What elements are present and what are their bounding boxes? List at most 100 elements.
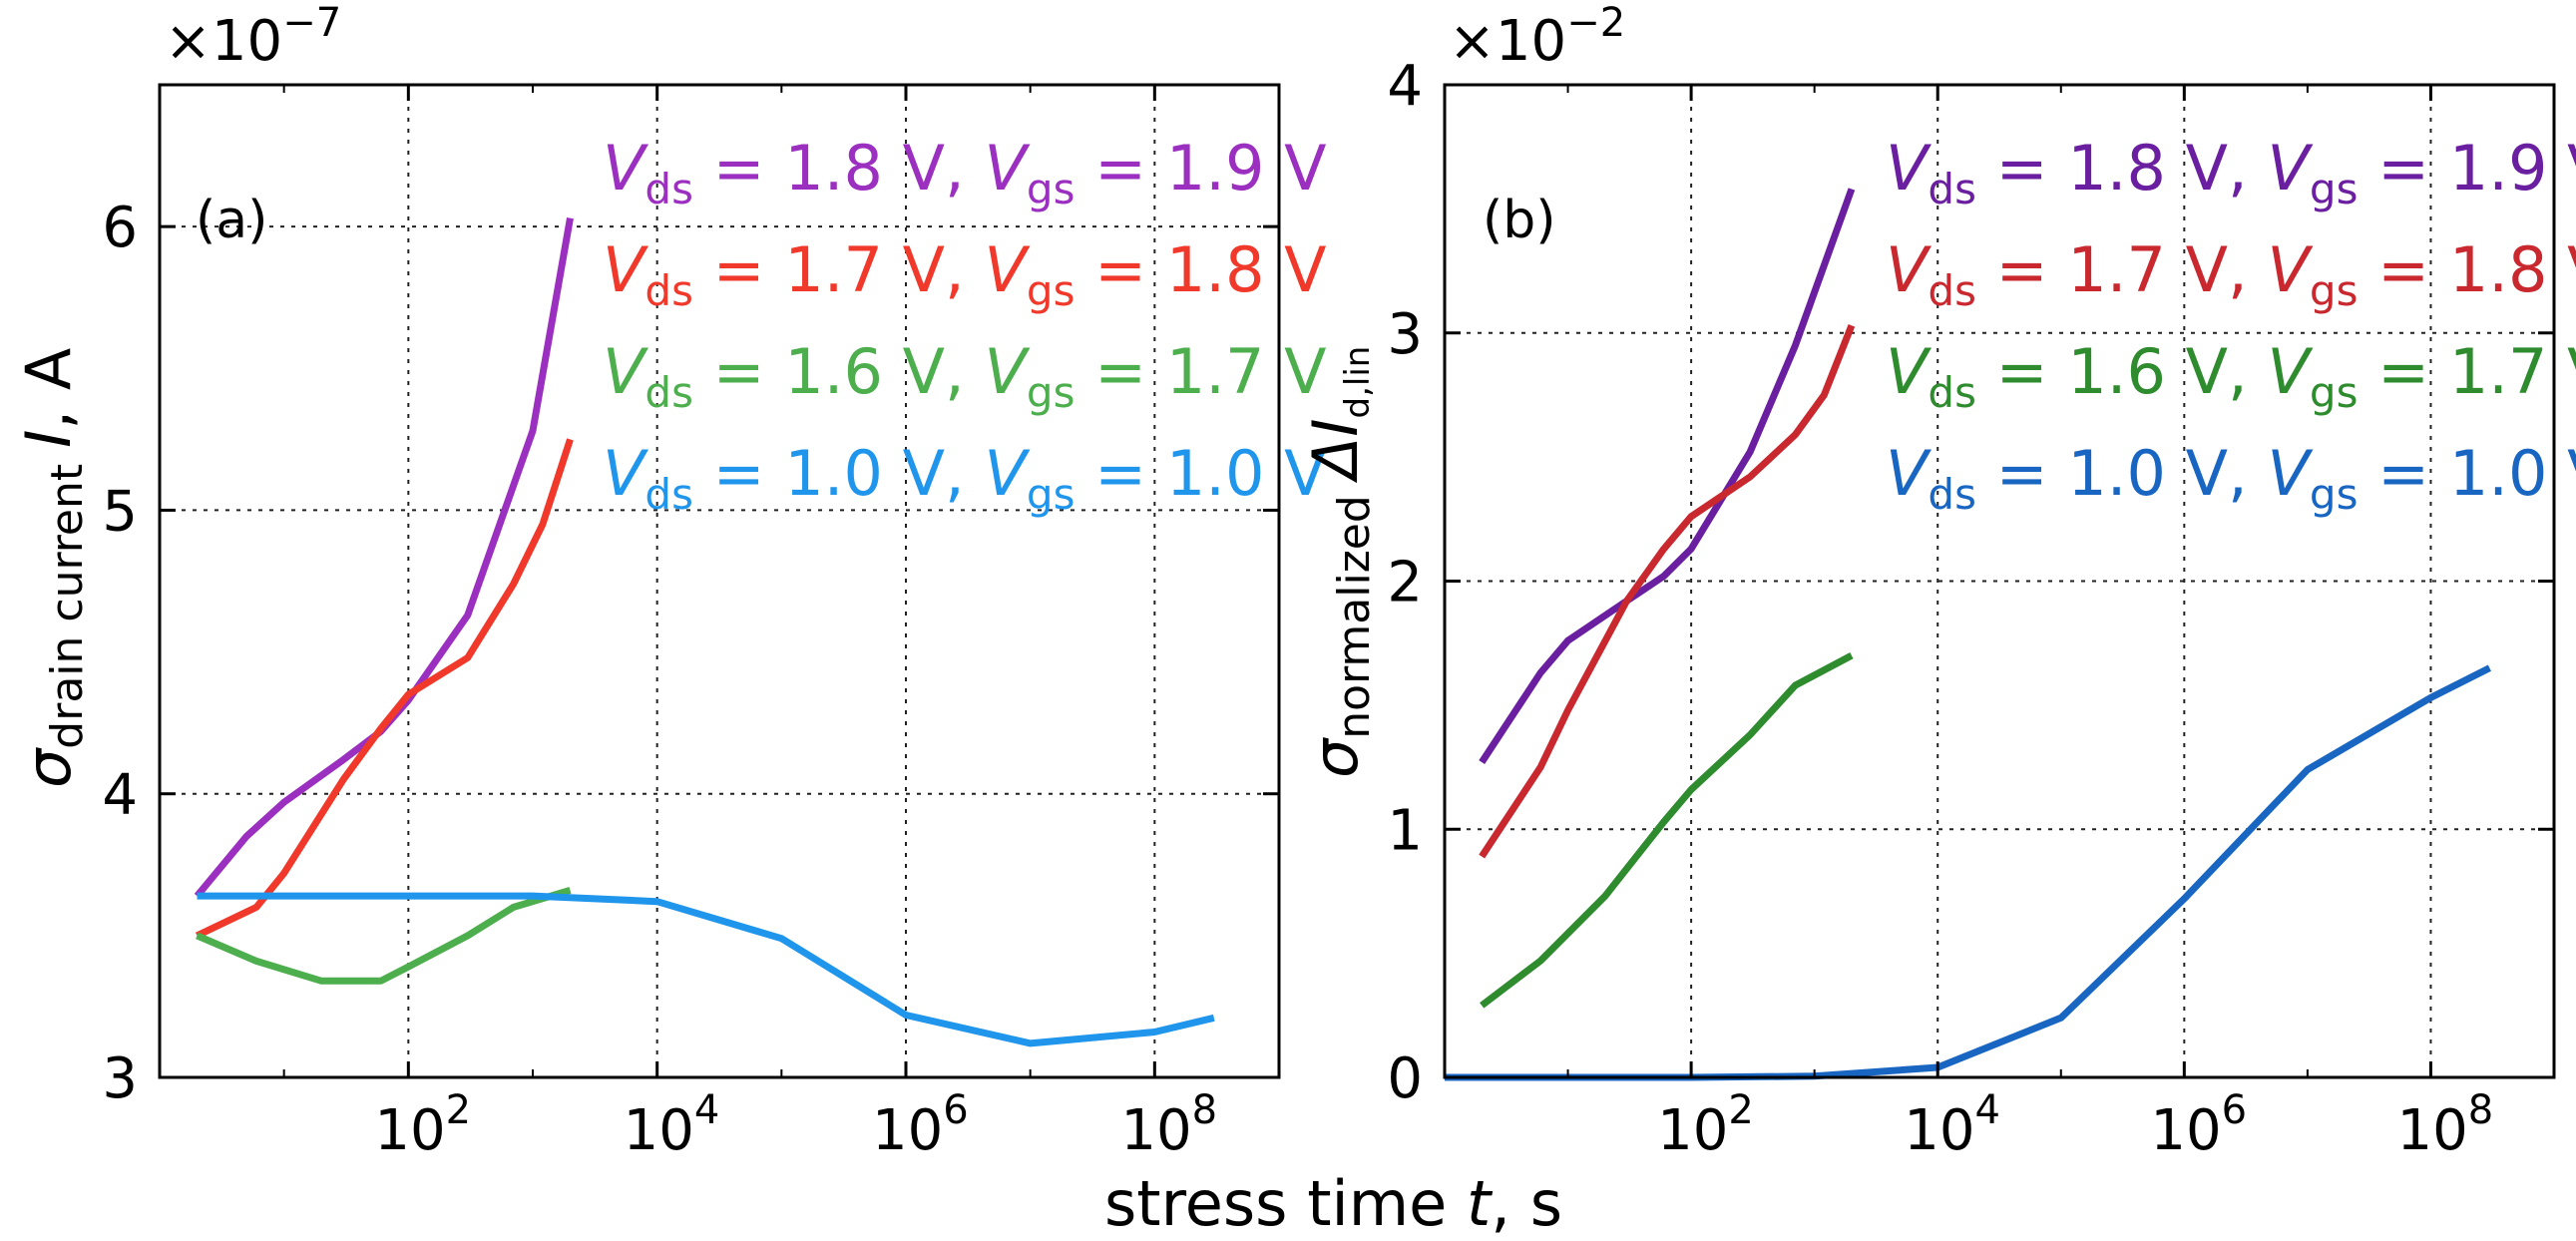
- y-axis-label-b: σnormalized ΔId,lin: [1299, 346, 1380, 778]
- legend-vds-value: = 1.7 V,: [693, 233, 985, 306]
- x-axis-label: stress time t, s: [1104, 1167, 1562, 1240]
- x-tick-base: 10: [1657, 1098, 1728, 1163]
- y-label-sub-b: normalized: [1329, 495, 1380, 739]
- legend-vgs-var: V: [2267, 335, 2314, 408]
- legend-vds-sub: ds: [1928, 165, 1976, 213]
- x-tick-base: 10: [872, 1098, 943, 1163]
- legend-vds-var: V: [1886, 437, 1932, 510]
- legend-vds-var: V: [1886, 335, 1932, 408]
- legend-vds-var: V: [1886, 233, 1932, 306]
- x-tick-label: 102: [374, 1087, 471, 1163]
- legend-vds-sub: ds: [1928, 368, 1976, 417]
- x-tick-exp: 8: [2468, 1087, 2493, 1133]
- legend-entry: Vds = 1.0 V, Vgs = 1.0 V: [603, 437, 1327, 519]
- legend-vds-sub: ds: [644, 368, 693, 417]
- x-tick-label: 106: [2150, 1087, 2247, 1163]
- legend-vgs-sub: gs: [1027, 266, 1075, 315]
- series-line-2: [195, 438, 574, 940]
- y-scale-base-b: ×10: [1449, 9, 1566, 74]
- x-label-var: t: [1467, 1167, 1494, 1240]
- legend-vgs-value: = 1.8 V: [2358, 233, 2576, 306]
- x-tick-label: 108: [2396, 1087, 2493, 1163]
- x-tick-exp: 8: [1192, 1087, 1217, 1133]
- y-tick-label: 3: [102, 1046, 138, 1111]
- legend-entry: Vds = 1.7 V, Vgs = 1.8 V: [603, 233, 1327, 315]
- legend-vds-value: = 1.8 V,: [1976, 132, 2268, 205]
- legend-vds-sub: ds: [644, 266, 693, 315]
- series-line-1: [1479, 188, 1856, 765]
- legend-vgs-sub: gs: [2310, 266, 2359, 315]
- y-tick-label: 5: [102, 479, 138, 544]
- legend-vgs-var: V: [984, 437, 1031, 510]
- legend-vgs-value: = 1.7 V: [2358, 335, 2576, 408]
- x-tick-label: 108: [1120, 1087, 1217, 1163]
- legend-vgs-value: = 1.0 V: [2358, 437, 2576, 510]
- x-tick-base: 10: [2396, 1098, 2467, 1163]
- legend-vgs-sub: gs: [1027, 470, 1075, 519]
- legend-entry: Vds = 1.8 V, Vgs = 1.9 V: [1886, 132, 2576, 213]
- legend-entry: Vds = 1.7 V, Vgs = 1.8 V: [1886, 233, 2576, 315]
- x-tick-base: 10: [1120, 1098, 1191, 1163]
- legend-vds-var: V: [603, 132, 649, 205]
- legend-vgs-sub: gs: [2310, 368, 2359, 417]
- legend-entry: Vds = 1.0 V, Vgs = 1.0 V: [1886, 437, 2576, 519]
- x-tick-base: 10: [624, 1098, 694, 1163]
- legend-vds-var: V: [603, 437, 649, 510]
- y-label-var-a: I: [12, 430, 85, 448]
- series-line-4: [197, 892, 1215, 1047]
- x-label-suffix: , s: [1491, 1167, 1562, 1240]
- frame-a: [158, 83, 1281, 1079]
- x-tick-exp: 4: [694, 1087, 719, 1133]
- x-tick-base: 10: [2150, 1098, 2221, 1163]
- y-tick-label: 1: [1387, 798, 1423, 863]
- legend-vgs-sub: gs: [1027, 368, 1075, 417]
- legend-vds-value: = 1.7 V,: [1976, 233, 2268, 306]
- legend-vds-sub: ds: [644, 470, 693, 519]
- legend-vgs-var: V: [2267, 132, 2314, 205]
- legend-vgs-sub: gs: [2310, 470, 2359, 519]
- legend-vgs-value: = 1.8 V: [1074, 233, 1326, 306]
- x-tick-exp: 4: [1974, 1087, 1999, 1133]
- legend-vgs-var: V: [2267, 437, 2314, 510]
- y-label-sub-a: drain current: [42, 464, 93, 749]
- y-label-sigma-b: σ: [1299, 737, 1372, 778]
- y-label-var-b: ΔI: [1299, 419, 1372, 484]
- legend-vds-var: V: [603, 233, 649, 306]
- y-tick-label: 2: [1387, 551, 1423, 616]
- legend-vgs-sub: gs: [2310, 165, 2359, 213]
- legend-vds-value: = 1.0 V,: [1976, 437, 2268, 510]
- x-tick-base: 10: [1904, 1098, 1974, 1163]
- y-tick-label: 4: [102, 763, 138, 828]
- x-tick-exp: 2: [1728, 1087, 1753, 1133]
- legend-vds-value: = 1.8 V,: [693, 132, 985, 205]
- y-tick-label: 3: [1387, 302, 1423, 367]
- x-tick-exp: 2: [446, 1087, 471, 1133]
- x-tick-exp: 6: [943, 1087, 968, 1133]
- panel-label-b: (b): [1483, 191, 1556, 250]
- legend-vds-sub: ds: [1928, 266, 1976, 315]
- legend-vds-var: V: [1886, 132, 1932, 205]
- legend-entry: Vds = 1.6 V, Vgs = 1.7 V: [603, 335, 1327, 417]
- y-scale-exp-b: −2: [1566, 0, 1625, 46]
- x-tick-exp: 6: [2222, 1087, 2247, 1133]
- legend-vgs-var: V: [2267, 233, 2314, 306]
- series-line-2: [1479, 324, 1856, 859]
- y-tick-label: 0: [1387, 1046, 1423, 1111]
- y-label-var-sub-b: d,lin: [1338, 346, 1378, 419]
- x-tick-label: 104: [624, 1087, 720, 1163]
- legend-vds-value: = 1.6 V,: [693, 335, 985, 408]
- series-line-4: [1445, 664, 2491, 1081]
- legend-vds-sub: ds: [1928, 470, 1976, 519]
- legend-vgs-var: V: [984, 132, 1031, 205]
- legend-vds-var: V: [603, 335, 649, 408]
- y-tick-label: 4: [1387, 54, 1423, 119]
- legend-vgs-var: V: [984, 335, 1031, 408]
- y-scale-a: ×10−7: [165, 0, 341, 74]
